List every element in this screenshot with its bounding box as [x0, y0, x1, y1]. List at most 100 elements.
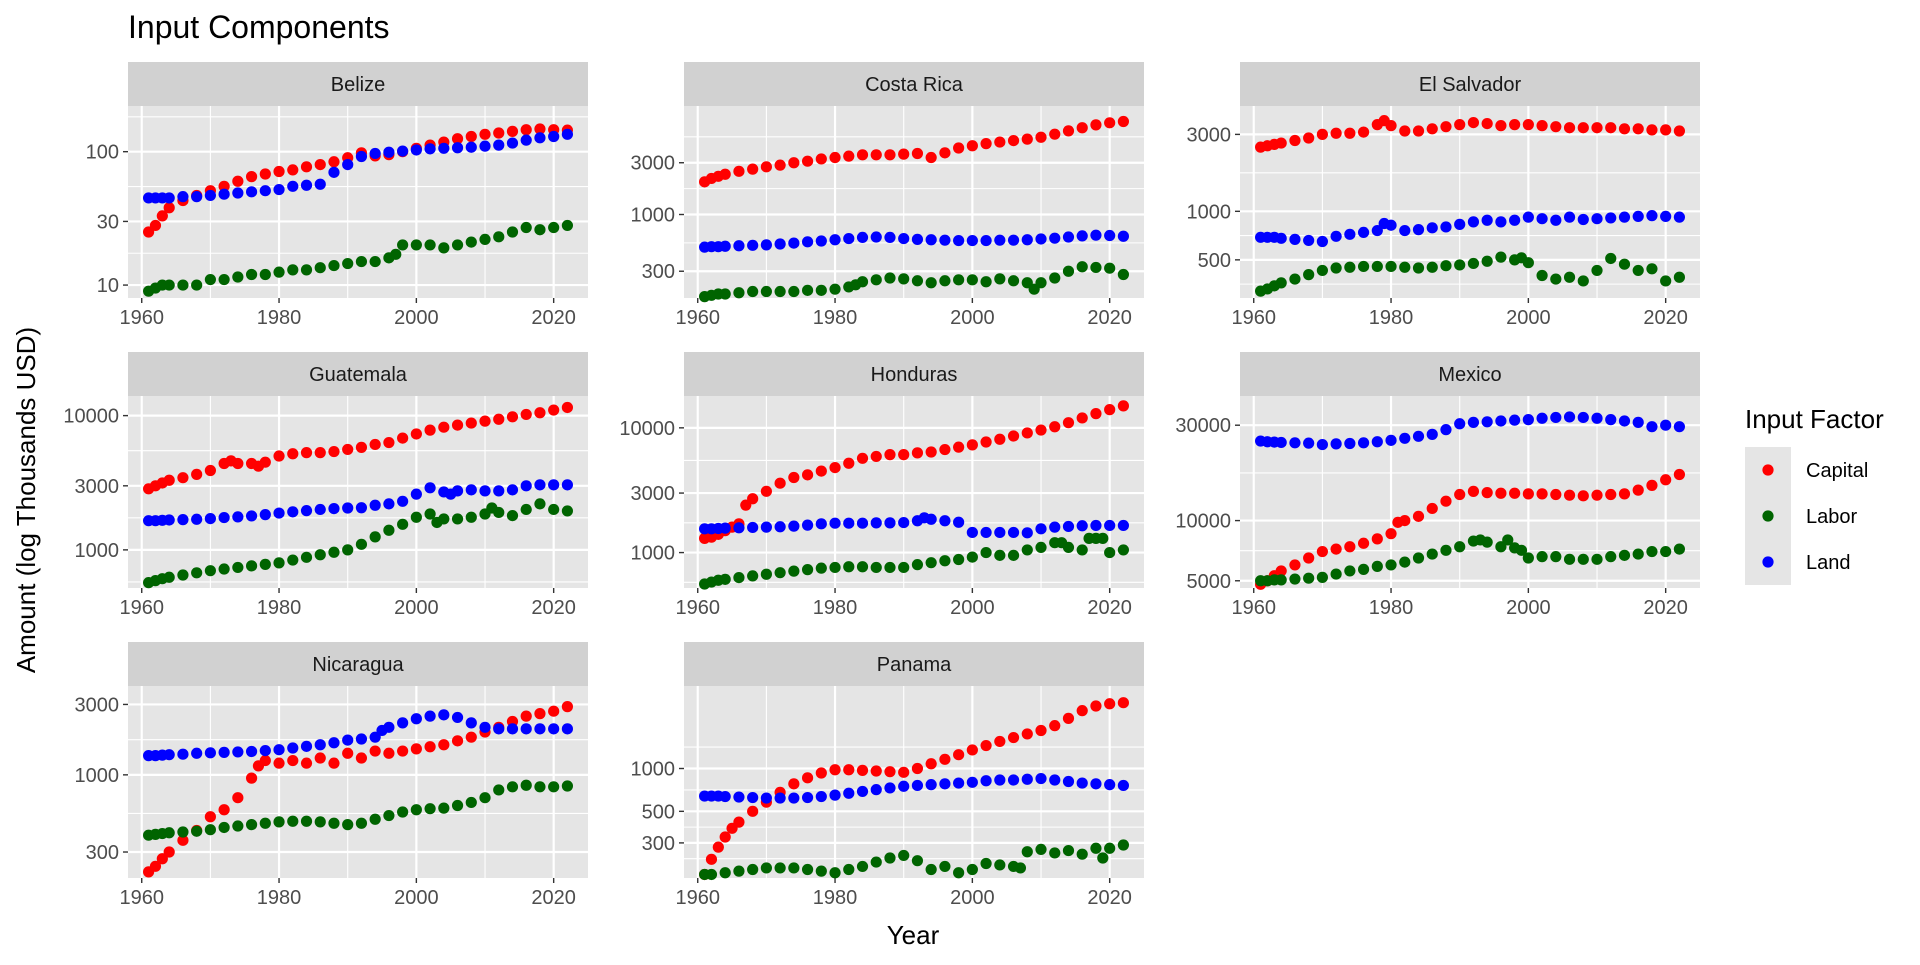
data-point: [815, 790, 827, 803]
data-point: [273, 557, 285, 569]
data-point: [438, 242, 450, 254]
data-point: [397, 495, 409, 507]
data-point: [1550, 551, 1562, 563]
x-tick-label: 2000: [1506, 307, 1551, 329]
data-point: [1481, 118, 1493, 130]
data-point: [1357, 126, 1370, 138]
data-point: [1062, 125, 1075, 137]
data-point: [548, 130, 560, 143]
data-point: [300, 264, 313, 276]
data-point: [1550, 121, 1562, 133]
data-point: [245, 819, 258, 831]
series-labor: [143, 219, 574, 297]
data-point: [410, 428, 422, 440]
data-point: [245, 772, 258, 784]
data-point: [1454, 218, 1466, 230]
data-point: [1495, 251, 1507, 263]
data-point: [1357, 537, 1370, 549]
data-point: [1591, 213, 1603, 225]
data-point: [1673, 468, 1685, 481]
data-point: [747, 239, 759, 251]
data-point: [925, 234, 937, 246]
data-point: [1481, 487, 1493, 499]
data-point: [829, 151, 841, 164]
data-point: [760, 792, 772, 804]
data-point: [1660, 474, 1672, 486]
data-point: [953, 234, 965, 247]
data-point: [774, 792, 786, 804]
data-point: [1563, 271, 1576, 283]
data-point: [397, 145, 409, 157]
data-point: [1062, 541, 1075, 554]
data-point: [342, 734, 354, 746]
data-point: [1563, 411, 1576, 423]
series-labor: [699, 261, 1129, 303]
data-point: [1007, 549, 1020, 561]
panel-axes: 1960 1980 2000 2020 300 1000 3000: [631, 153, 1132, 329]
data-point: [1550, 411, 1562, 424]
data-point: [493, 723, 505, 735]
x-tick-label: 2020: [531, 887, 576, 909]
data-point: [1303, 437, 1315, 449]
data-point: [1357, 226, 1370, 238]
data-point: [1426, 428, 1438, 440]
y-tick-label: 500: [1198, 250, 1231, 272]
data-point: [232, 746, 244, 758]
data-point: [424, 508, 436, 520]
data-point: [314, 159, 326, 171]
data-point: [1104, 229, 1116, 242]
panel-grid: [1240, 396, 1700, 588]
data-point: [1035, 424, 1047, 436]
data-point: [1275, 436, 1287, 449]
data-point: [843, 517, 855, 529]
data-point: [1522, 257, 1534, 269]
data-point: [1605, 212, 1617, 224]
data-point: [1412, 552, 1425, 564]
panel-axes: 1960 1980 2000 2020 500 1000 3000: [1187, 124, 1688, 329]
x-tick-label: 2020: [531, 597, 576, 619]
data-point: [177, 191, 189, 203]
data-point: [1289, 233, 1301, 245]
data-point: [369, 531, 381, 543]
data-point: [898, 449, 910, 461]
series-capital: [699, 697, 1129, 881]
data-point: [1076, 544, 1088, 556]
data-point: [493, 413, 505, 425]
data-point: [898, 273, 910, 285]
data-point: [191, 191, 203, 203]
facet-honduras: Honduras 1960 1980 2000 2020 1000 3000 10000: [619, 352, 1144, 619]
data-point: [534, 123, 546, 135]
data-point: [980, 739, 992, 752]
data-point: [355, 441, 368, 453]
x-tick-label: 1980: [813, 887, 858, 909]
data-point: [328, 259, 340, 272]
y-tick-label: 3000: [75, 694, 120, 716]
facet-strip: [684, 62, 1144, 106]
data-point: [980, 775, 992, 787]
data-point: [1316, 571, 1328, 583]
panel-axes: 1960 1980 2000 2020 1000 3000 10000: [63, 406, 576, 619]
data-point: [1660, 275, 1672, 287]
data-point: [1062, 231, 1075, 243]
data-point: [1316, 128, 1328, 140]
data-point: [273, 266, 285, 278]
data-point: [1605, 551, 1617, 563]
data-point: [232, 820, 244, 832]
data-point: [898, 780, 910, 792]
series-labor: [699, 839, 1129, 881]
data-point: [1076, 848, 1088, 860]
data-point: [342, 747, 354, 759]
facet-strip: [684, 642, 1144, 686]
data-point: [163, 202, 175, 214]
data-point: [1021, 427, 1033, 439]
facet-strip: [128, 62, 588, 106]
data-point: [465, 417, 477, 429]
data-point: [218, 821, 230, 834]
data-point: [1316, 235, 1328, 248]
data-point: [493, 506, 505, 519]
data-point: [287, 554, 299, 566]
panel-background: [128, 396, 588, 588]
data-point: [705, 853, 718, 865]
data-point: [259, 268, 271, 281]
data-point: [561, 701, 574, 713]
